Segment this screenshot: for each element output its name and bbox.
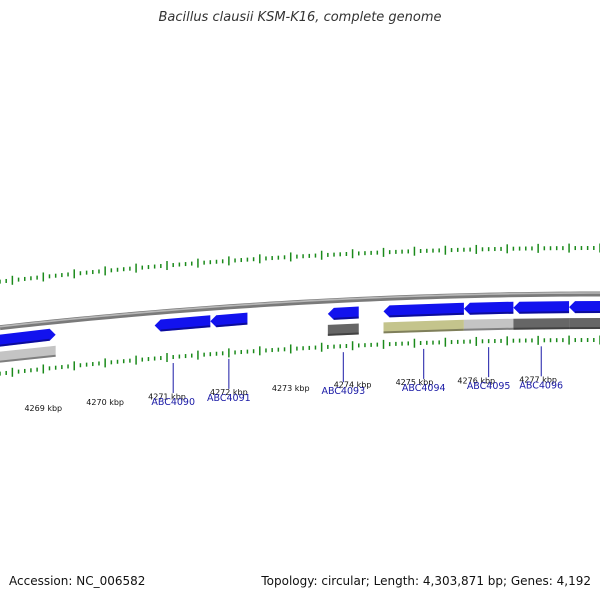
gene-shadow xyxy=(389,312,464,318)
gene-shadow xyxy=(0,354,56,363)
kbp-label: 4277 kbp xyxy=(519,375,557,384)
genome-summary-text: Topology: circular; Length: 4,303,871 bp… xyxy=(261,574,591,588)
gene-label: ABC4094 xyxy=(402,383,446,394)
gene-label: ABC4091 xyxy=(207,393,251,404)
gene-shadow xyxy=(513,327,570,330)
gene-block xyxy=(327,323,359,336)
outer-tick-ring xyxy=(0,243,600,285)
kbp-label: 4275 kbp xyxy=(396,378,434,387)
gene-label: ABC4093 xyxy=(321,386,365,397)
backbone-highlight xyxy=(0,292,600,328)
gene-label: ABC4096 xyxy=(519,380,563,391)
gene-shadow xyxy=(519,311,570,314)
gene-shadow xyxy=(327,332,359,336)
gene-shadow xyxy=(463,327,514,331)
kbp-label: 4274 kbp xyxy=(334,381,372,390)
kbp-label: 4270 kbp xyxy=(86,398,124,407)
kbp-label: 4269 kbp xyxy=(24,404,62,413)
gene-label: ABC4095 xyxy=(467,381,511,392)
gene-arrow xyxy=(327,306,359,320)
gene-arrow xyxy=(569,301,600,314)
map-title: Bacillus clausii KSM-K16, complete genom… xyxy=(158,10,442,25)
gene-shadow xyxy=(469,311,514,315)
gene-track xyxy=(0,301,600,363)
gene-block xyxy=(569,318,600,330)
gene-shadow xyxy=(0,338,50,347)
gene-block xyxy=(513,318,570,330)
kbp-label: 4273 kbp xyxy=(272,384,310,393)
backbone-line xyxy=(0,291,600,331)
gene-block xyxy=(463,318,514,331)
gene-shadow xyxy=(216,322,248,328)
kbp-label: 4271 kbp xyxy=(148,393,186,402)
gene-arrow xyxy=(383,302,464,318)
gene-arrow xyxy=(210,312,248,328)
gene-shadow xyxy=(383,328,464,334)
gene-arrow xyxy=(513,301,570,314)
gene-arrow xyxy=(0,328,56,347)
gene-shadow xyxy=(160,325,211,332)
gene-arrow xyxy=(463,301,514,315)
kbp-label: 4272 kbp xyxy=(210,388,248,397)
inner-tick-ring xyxy=(0,335,600,377)
accession-text: Accession: NC_006582 xyxy=(9,574,146,588)
kbp-label: 4276 kbp xyxy=(457,376,495,385)
gene-block xyxy=(383,319,464,334)
gene-arrow xyxy=(154,315,211,332)
label-layer: 4269 kbp 4270 kbp 4271 kbp 4272 kbp 4273 kbp… xyxy=(24,346,563,413)
genome-backbone xyxy=(0,291,600,331)
gene-shadow xyxy=(333,316,359,320)
gene-label: ABC4090 xyxy=(151,397,195,408)
gene-block xyxy=(0,345,56,363)
